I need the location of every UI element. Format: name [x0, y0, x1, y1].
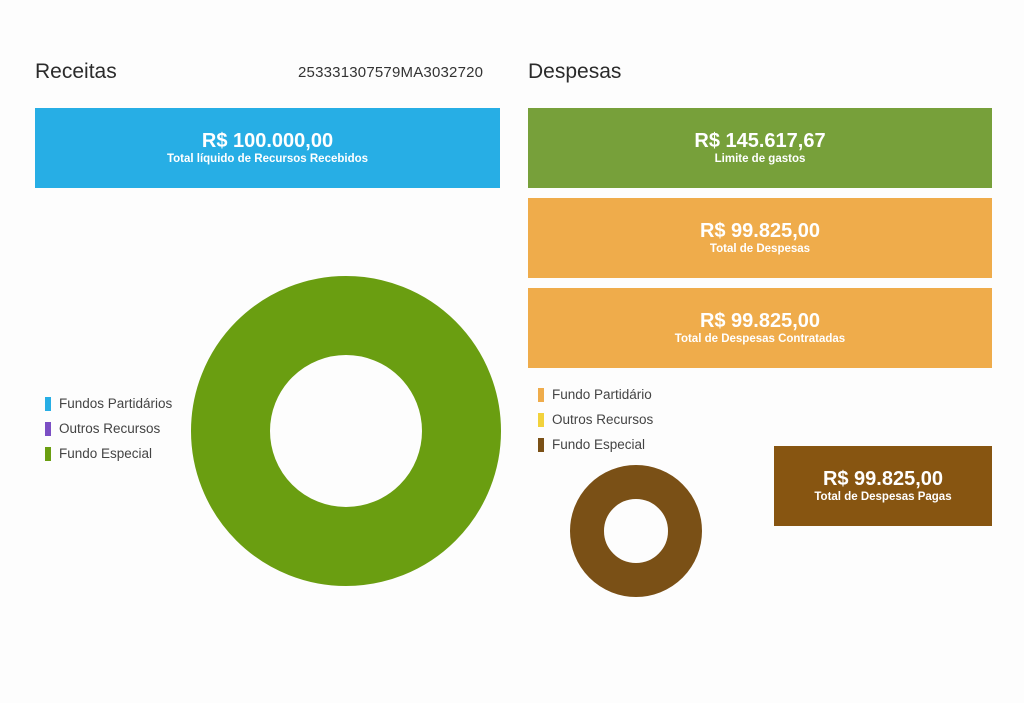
despesas-pagas-value: R$ 99.825,00 — [822, 468, 944, 490]
legend-item[interactable]: Fundo Especial — [45, 441, 172, 466]
legend-label: Fundo Partidário — [552, 387, 652, 402]
despesas-pagas-label: Total de Despesas Pagas — [814, 491, 952, 503]
legend-swatch — [538, 412, 544, 427]
legend-item[interactable]: Fundo Partidário — [538, 382, 653, 407]
receitas-title: Receitas — [35, 60, 117, 83]
despesas-pagas-card: R$ 99.825,00 Total de Despesas Pagas — [774, 446, 992, 526]
receitas-total-label: Total líquido de Recursos Recebidos — [166, 153, 369, 165]
legend-item[interactable]: Fundos Partidários — [45, 391, 172, 416]
despesas-donut-chart[interactable] — [569, 464, 703, 598]
legend-swatch — [538, 437, 544, 452]
receitas-total-value: R$ 100.000,00 — [201, 130, 334, 152]
limite-gastos-card: R$ 145.617,67 Limite de gastos — [528, 108, 992, 188]
despesas-contratadas-label: Total de Despesas Contratadas — [674, 333, 846, 345]
total-despesas-value: R$ 99.825,00 — [699, 220, 821, 242]
legend-label: Outros Recursos — [59, 421, 161, 436]
legend-label: Fundo Especial — [552, 437, 646, 452]
despesas-contratadas-value: R$ 99.825,00 — [699, 310, 821, 332]
candidate-identifier: 253331307579MA3032720 — [298, 64, 484, 81]
receitas-legend: Fundos Partidários Outros Recursos Fundo… — [45, 391, 172, 466]
legend-swatch — [45, 446, 51, 461]
legend-item[interactable]: Outros Recursos — [45, 416, 172, 441]
legend-swatch — [45, 396, 51, 411]
total-despesas-label: Total de Despesas — [709, 243, 811, 255]
receitas-total-card: R$ 100.000,00 Total líquido de Recursos … — [35, 108, 500, 188]
legend-swatch — [45, 421, 51, 436]
despesas-contratadas-card: R$ 99.825,00 Total de Despesas Contratad… — [528, 288, 992, 368]
legend-label: Fundos Partidários — [59, 396, 173, 411]
despesas-title: Despesas — [528, 60, 622, 83]
legend-item[interactable]: Fundo Especial — [538, 432, 653, 457]
receitas-donut-chart[interactable] — [190, 275, 502, 587]
legend-label: Fundo Especial — [59, 446, 153, 461]
limite-gastos-value: R$ 145.617,67 — [694, 130, 826, 152]
legend-label: Outros Recursos — [552, 412, 654, 427]
donut-slice-fundo-especial[interactable] — [570, 465, 702, 597]
total-despesas-card: R$ 99.825,00 Total de Despesas — [528, 198, 992, 278]
limite-gastos-label: Limite de gastos — [714, 153, 806, 165]
donut-slice-fundo-especial[interactable] — [191, 276, 501, 586]
legend-swatch — [538, 387, 544, 402]
despesas-legend: Fundo Partidário Outros Recursos Fundo E… — [538, 382, 653, 457]
legend-item[interactable]: Outros Recursos — [538, 407, 653, 432]
